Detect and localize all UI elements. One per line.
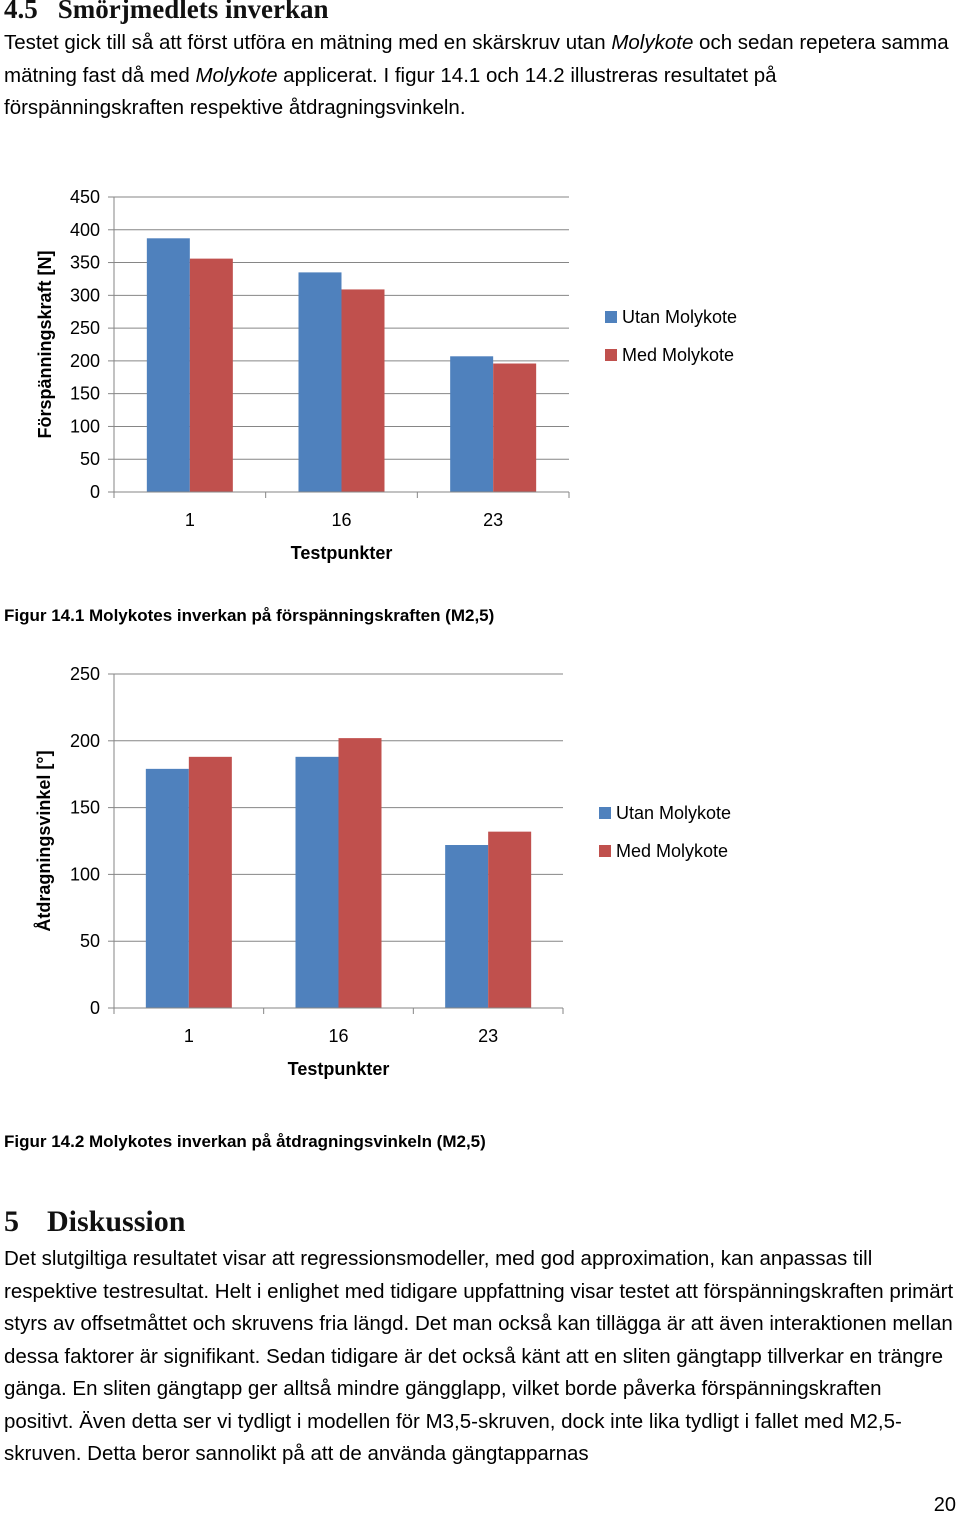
legend-label: Med Molykote — [616, 841, 728, 861]
section-title: Smörjmedlets inverkan — [57, 0, 329, 24]
y-tick-label: 200 — [70, 731, 100, 751]
y-tick-label: 50 — [80, 449, 100, 469]
y-tick-label: 250 — [70, 664, 100, 684]
y-tick-label: 150 — [70, 384, 100, 404]
figure-caption-14-2: Figur 14.2 Molykotes inverkan på åtdragn… — [4, 1132, 486, 1151]
intro-text-part: och sedan repetera samma mätning fast då… — [4, 31, 949, 87]
legend-label: Utan Molykote — [622, 307, 737, 327]
intro-paragraph: Testet gick till så att först utföra en … — [4, 27, 954, 125]
intro-text-part: Testet gick till så att först utföra en … — [4, 31, 612, 54]
x-tick-label: 1 — [184, 1026, 194, 1046]
y-tick-label: 400 — [70, 220, 100, 240]
y-tick-label: 0 — [90, 998, 100, 1018]
y-tick-label: 450 — [70, 187, 100, 207]
intro-text-part: applicerat. I figur 14.1 och 14.2 illust… — [4, 63, 777, 120]
x-axis-title: Testpunkter — [288, 1059, 390, 1079]
section-heading-4-5: 4.5 Smörjmedlets inverkan — [4, 0, 328, 25]
legend-label: Med Molykote — [622, 345, 734, 365]
bar-med-molykote — [338, 738, 382, 1008]
figure-caption-14-1: Figur 14.1 Molykotes inverkan på förspän… — [4, 606, 495, 625]
bar-med-molykote — [188, 756, 232, 1008]
legend-label: Utan Molykote — [616, 803, 731, 823]
y-tick-label: 350 — [70, 253, 100, 273]
section-number: 5 — [4, 1205, 19, 1238]
section-title: Diskussion — [47, 1205, 186, 1238]
bar-med-molykote — [488, 831, 532, 1008]
y-tick-label: 50 — [80, 931, 100, 951]
y-axis-title: Åtdragningsvinkel [°] — [34, 750, 54, 931]
y-tick-label: 100 — [70, 864, 100, 884]
bar-med-molykote — [493, 363, 537, 492]
chart-tightening-angle: 0 50 100 150 200 250 1 16 23 Testpunkter Åtdragnin… — [34, 664, 731, 1079]
page-number: 20 — [933, 1494, 956, 1516]
y-tick-label: 0 — [90, 482, 100, 502]
bar-utan-molykote — [298, 272, 342, 492]
x-tick-label: 16 — [331, 510, 351, 530]
legend-swatch — [605, 349, 617, 361]
x-tick-label: 16 — [328, 1026, 348, 1046]
bar-utan-molykote — [146, 238, 190, 492]
legend-swatch — [599, 845, 611, 857]
bar-med-molykote — [341, 289, 385, 492]
bar-utan-molykote — [145, 768, 189, 1008]
section-number: 4.5 — [4, 0, 38, 24]
intro-text-emphasis: Molykote — [611, 31, 694, 54]
intro-text-emphasis: Molykote — [195, 63, 278, 87]
y-tick-label: 100 — [70, 416, 100, 436]
legend-swatch — [605, 311, 617, 323]
bar-med-molykote — [189, 258, 233, 492]
bar-utan-molykote — [445, 845, 489, 1008]
y-tick-label: 150 — [70, 798, 100, 818]
bar-utan-molykote — [450, 356, 494, 492]
x-tick-label: 23 — [478, 1026, 498, 1046]
discussion-text: Det slutgiltiga resultatet visar att reg… — [4, 1247, 954, 1465]
y-tick-label: 300 — [70, 285, 100, 305]
chart-preload-force: 0 50 100 150 200 250 300 350 400 450 1 16 23 Testpunk… — [35, 187, 737, 563]
bar-utan-molykote — [295, 756, 339, 1008]
section-heading-5: 5 Diskussion — [4, 1205, 185, 1239]
y-tick-label: 200 — [70, 351, 100, 371]
y-tick-label: 250 — [70, 318, 100, 338]
x-axis-title: Testpunkter — [291, 543, 393, 563]
x-tick-label: 1 — [185, 510, 195, 530]
y-axis-title: Förspänningskraft [N] — [35, 250, 55, 438]
x-tick-label: 23 — [483, 510, 503, 530]
discussion-paragraph: Det slutgiltiga resultatet visar att reg… — [4, 1243, 954, 1471]
legend-swatch — [599, 807, 611, 819]
